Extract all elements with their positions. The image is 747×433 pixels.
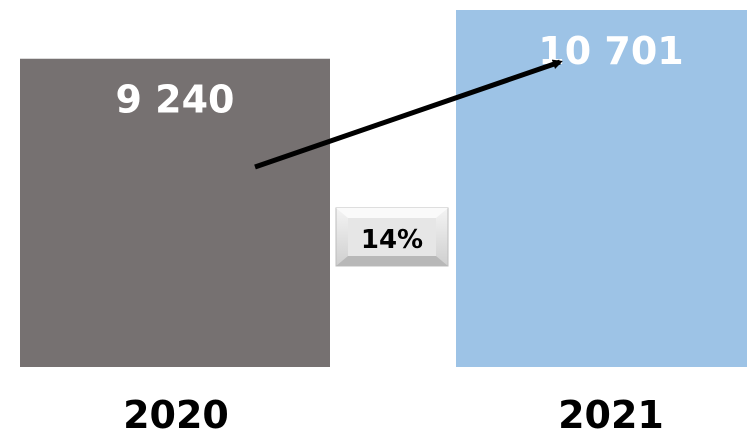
data-label-2020: 9 240 [116,78,235,122]
bar-2020 [20,58,330,367]
category-label-2021: 2021 [558,393,664,433]
category-label-2020: 2020 [123,393,229,433]
bar-2021 [456,10,747,367]
growth-arrow [254,59,563,170]
change-badge: 14% [335,207,449,267]
change-percent-label: 14% [361,225,423,255]
data-label-2021: 10 701 [538,29,683,73]
